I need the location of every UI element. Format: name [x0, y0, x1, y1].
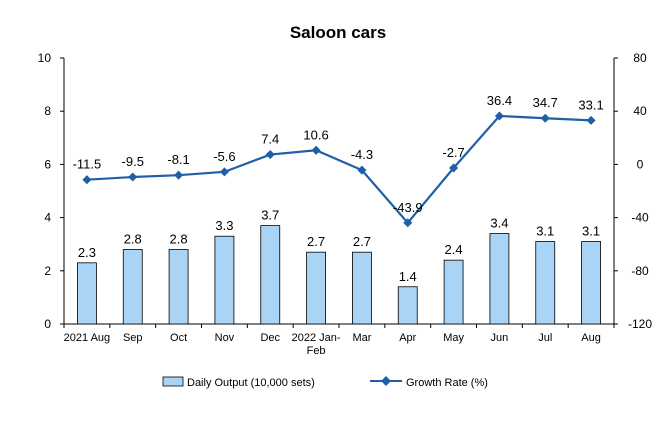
bar-value-label: 3.1: [582, 224, 600, 239]
line-point: [265, 150, 275, 160]
bar: [168, 249, 189, 325]
bar: [306, 251, 326, 325]
line-point: [174, 170, 184, 180]
y-right-tick-label: 80: [633, 51, 647, 65]
line-value-label: 10.6: [303, 127, 328, 142]
x-tick-label: May: [443, 332, 464, 344]
bar: [260, 225, 281, 325]
bar-value-label: 2.7: [353, 234, 371, 249]
bar: [352, 251, 372, 325]
line-value-label: 36.4: [487, 93, 512, 108]
line-value-label: -5.6: [213, 149, 235, 164]
line-point: [82, 175, 92, 185]
legend-line-marker: [381, 376, 391, 386]
bar-value-label: 2.8: [170, 232, 188, 247]
x-tick-label: 2022 Jan-Feb: [292, 332, 341, 357]
x-tick-label: Nov: [215, 332, 235, 344]
line-point: [540, 113, 550, 123]
x-tick-label: Mar: [352, 332, 371, 344]
y-right-tick-label: 40: [633, 104, 647, 118]
bar-value-label: 3.1: [536, 224, 554, 239]
bar-value-label: 2.8: [124, 232, 142, 247]
y-right-tick-label: -40: [631, 211, 649, 225]
chart-title: Saloon cars: [290, 23, 386, 42]
y-left-tick-label: 0: [44, 317, 51, 331]
line-series: [82, 111, 596, 228]
bar: [489, 233, 510, 325]
y-right-tick-label: 0: [637, 157, 644, 171]
bar: [77, 262, 97, 325]
y-left-tick-label: 6: [44, 157, 51, 171]
bar: [122, 249, 143, 325]
line-point: [586, 115, 596, 125]
bar: [535, 241, 556, 325]
line-value-label: -2.7: [442, 145, 464, 160]
bar-value-label: 3.3: [215, 218, 233, 233]
bar: [581, 241, 601, 325]
growth-rate-line: [86, 114, 592, 225]
data-labels: 2.3 2.8 2.8 3.3 3.7 2.7 2.7 1.4 2.4 3.4 3.1 3.1 -11.…: [73, 93, 604, 284]
y-right-tick-label: -120: [628, 317, 652, 331]
line-value-label: 34.7: [533, 95, 558, 110]
line-value-label: -4.3: [351, 147, 373, 162]
line-value-label: -8.1: [167, 152, 189, 167]
bar: [214, 235, 235, 325]
line-point: [494, 111, 504, 121]
line-value-label: -9.5: [122, 154, 144, 169]
legend-line-label: Growth Rate (%): [406, 377, 488, 389]
bar-value-label: 3.7: [261, 208, 279, 223]
line-value-label: -43.9: [393, 200, 423, 215]
line-value-label: 33.1: [578, 97, 603, 112]
y-left-tick-label: 2: [44, 264, 51, 278]
y-left-tick-label: 10: [38, 51, 52, 65]
x-tick-label: Oct: [170, 332, 187, 344]
x-tick-label: Aug: [581, 332, 601, 344]
legend-bar-swatch: [162, 376, 184, 387]
x-tick-label: Sep: [123, 332, 143, 344]
legend-bar-label: Daily Output (10,000 sets): [187, 377, 315, 389]
bar-series: [77, 225, 601, 325]
x-tick-label: 2021 Aug: [64, 332, 111, 344]
bar-value-label: 2.4: [445, 242, 463, 257]
axes: 0 2 4 6 8 10 -120 -80 -40 0 40 80 2021 Aug Sep Oct Nov D…: [38, 51, 653, 357]
line-point: [311, 145, 321, 155]
bar-value-label: 2.3: [78, 245, 96, 260]
x-tick-label: Apr: [399, 332, 416, 344]
bar-value-label: 3.4: [490, 216, 508, 231]
line-point: [219, 167, 229, 177]
legend: Daily Output (10,000 sets) Growth Rate (…: [162, 376, 488, 389]
bar-value-label: 1.4: [399, 269, 417, 284]
line-point: [357, 165, 367, 175]
bar: [397, 286, 418, 325]
y-right-tick-label: -80: [631, 264, 649, 278]
y-left-tick-label: 8: [44, 104, 51, 118]
bar: [443, 259, 464, 325]
line-value-label: 7.4: [261, 132, 279, 147]
x-tick-label: Dec: [260, 332, 280, 344]
x-tick-label: Jun: [491, 332, 509, 344]
line-value-label: -11.5: [73, 157, 102, 172]
bar-value-label: 2.7: [307, 234, 325, 249]
x-tick-label: Jul: [538, 332, 552, 344]
line-point: [128, 172, 138, 182]
y-left-tick-label: 4: [44, 211, 51, 225]
